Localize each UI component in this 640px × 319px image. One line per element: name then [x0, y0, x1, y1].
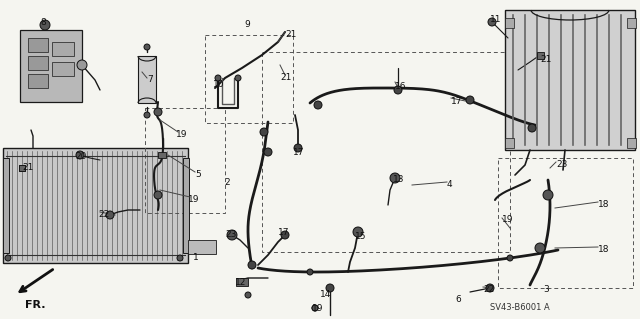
- Text: 7: 7: [147, 75, 153, 84]
- Bar: [158, 152, 166, 158]
- Text: 19: 19: [312, 304, 323, 313]
- Bar: [536, 51, 543, 58]
- Text: 18: 18: [598, 245, 609, 254]
- Text: 22: 22: [98, 210, 109, 219]
- Text: 22: 22: [483, 285, 494, 294]
- Text: 17: 17: [278, 228, 289, 237]
- Bar: [28, 56, 48, 70]
- Circle shape: [294, 144, 302, 152]
- Text: 12: 12: [235, 278, 246, 287]
- Bar: [188, 240, 216, 254]
- Bar: [20, 30, 82, 102]
- Text: 16: 16: [395, 82, 406, 91]
- Circle shape: [312, 305, 318, 311]
- Text: 10: 10: [213, 80, 225, 89]
- Bar: [627, 18, 636, 28]
- Text: 23: 23: [225, 230, 236, 239]
- Text: 4: 4: [447, 180, 452, 189]
- Bar: [236, 278, 248, 286]
- Circle shape: [235, 75, 241, 81]
- Circle shape: [227, 230, 237, 240]
- Bar: [262, 52, 510, 252]
- Circle shape: [307, 269, 313, 275]
- Circle shape: [326, 284, 334, 292]
- Text: 13: 13: [393, 175, 404, 184]
- Bar: [505, 18, 514, 28]
- Circle shape: [543, 190, 553, 200]
- Bar: [28, 74, 48, 88]
- Circle shape: [144, 112, 150, 118]
- Circle shape: [260, 128, 268, 136]
- Bar: [627, 138, 636, 148]
- Circle shape: [264, 148, 272, 156]
- Text: 18: 18: [598, 200, 609, 209]
- Bar: [3, 158, 9, 253]
- Circle shape: [488, 18, 496, 26]
- Text: 14: 14: [320, 290, 332, 299]
- Text: SV43-B6001 A: SV43-B6001 A: [490, 303, 550, 312]
- Circle shape: [40, 20, 50, 30]
- Text: 21: 21: [540, 55, 552, 64]
- Text: 17: 17: [451, 97, 463, 106]
- Circle shape: [312, 305, 318, 311]
- Text: 19: 19: [502, 215, 513, 224]
- Circle shape: [154, 191, 162, 199]
- Text: 8: 8: [40, 18, 45, 27]
- Circle shape: [77, 60, 87, 70]
- Bar: [52, 62, 74, 76]
- Text: 20: 20: [75, 152, 86, 161]
- Circle shape: [535, 243, 545, 253]
- Circle shape: [215, 75, 221, 81]
- Text: 19: 19: [176, 130, 188, 139]
- Circle shape: [248, 261, 256, 269]
- Text: 2: 2: [224, 178, 230, 187]
- Circle shape: [177, 255, 183, 261]
- Text: FR.: FR.: [25, 300, 45, 310]
- Bar: [3, 148, 188, 263]
- Circle shape: [528, 124, 536, 132]
- Bar: [19, 165, 25, 171]
- Text: 17: 17: [293, 148, 305, 157]
- Circle shape: [353, 227, 363, 237]
- Circle shape: [76, 151, 84, 159]
- Text: 21: 21: [280, 73, 291, 82]
- Bar: [145, 108, 225, 213]
- Circle shape: [390, 173, 400, 183]
- Circle shape: [466, 96, 474, 104]
- Text: 5: 5: [195, 170, 201, 179]
- Text: 23: 23: [556, 160, 568, 169]
- Text: 21: 21: [285, 30, 296, 39]
- Text: 11: 11: [490, 15, 502, 24]
- Text: 1: 1: [193, 253, 199, 262]
- Bar: [138, 56, 156, 103]
- Circle shape: [314, 101, 322, 109]
- Text: 9: 9: [244, 20, 250, 29]
- Text: 15: 15: [355, 232, 367, 241]
- Circle shape: [394, 86, 402, 94]
- Text: 3: 3: [543, 285, 548, 294]
- Circle shape: [5, 255, 11, 261]
- Circle shape: [144, 44, 150, 50]
- Text: 19: 19: [188, 195, 200, 204]
- Bar: [28, 38, 48, 52]
- Bar: [19, 165, 25, 171]
- Circle shape: [245, 292, 251, 298]
- Bar: [505, 138, 514, 148]
- Bar: [505, 10, 635, 150]
- Circle shape: [281, 231, 289, 239]
- Circle shape: [154, 108, 162, 116]
- Bar: [498, 158, 633, 288]
- Circle shape: [106, 211, 114, 219]
- Text: 6: 6: [455, 295, 461, 304]
- Circle shape: [507, 255, 513, 261]
- Bar: [52, 42, 74, 56]
- Bar: [183, 158, 189, 253]
- Text: 21: 21: [22, 163, 33, 172]
- Circle shape: [486, 284, 494, 292]
- Bar: [205, 35, 293, 123]
